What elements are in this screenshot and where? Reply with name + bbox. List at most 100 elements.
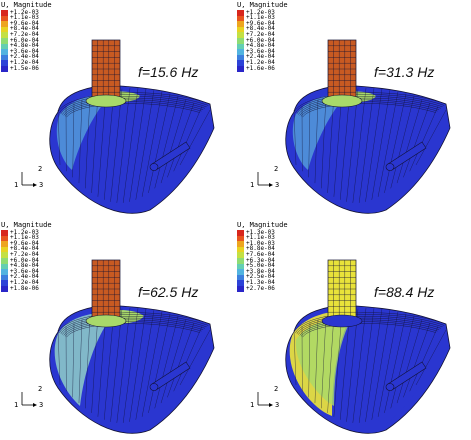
- mesh-line: [339, 89, 351, 200]
- mesh-line: [314, 319, 319, 404]
- legend-swatch: [237, 269, 244, 275]
- mesh-line: [308, 322, 311, 398]
- mesh-line: [377, 311, 399, 417]
- rod-base-collar: [321, 94, 363, 108]
- mesh-line: [173, 326, 203, 392]
- legend-value: +7.6e-04: [246, 251, 275, 259]
- axis-label-2: 2: [274, 385, 279, 393]
- mesh-line: [154, 96, 179, 189]
- mesh-line: [122, 88, 139, 203]
- mesh-line: [167, 102, 195, 178]
- axis-label-1: 1: [14, 401, 19, 409]
- legend-value: +1.1e-03: [10, 14, 39, 22]
- mesh-line: [293, 329, 297, 386]
- legend-value: +7.2e-04: [10, 251, 39, 259]
- mesh-line: [415, 109, 447, 166]
- mesh-line: [352, 88, 367, 203]
- legend-value: +1.2e-04: [10, 59, 39, 67]
- legend-swatch: [237, 15, 244, 22]
- axis-label-3: 3: [39, 181, 44, 189]
- legend-value: +1.2e-04: [246, 59, 275, 67]
- mesh-line: [384, 93, 407, 194]
- side-cylinder-end: [149, 163, 159, 171]
- legend-value: +1.1e-03: [246, 234, 275, 242]
- legend-value: +5.0e-04: [246, 262, 275, 270]
- legend-swatch: [1, 49, 8, 55]
- legend-swatch: [1, 263, 8, 270]
- mesh-line: [135, 309, 155, 420]
- axis-label-3: 3: [275, 401, 280, 409]
- legend-value: +3.8e-04: [246, 267, 275, 275]
- legend-swatch: [1, 235, 8, 242]
- legend-swatch: [1, 21, 8, 27]
- legend-swatch: [1, 32, 8, 38]
- legend-value: +2.5e-04: [246, 273, 275, 281]
- fem-model: [21, 39, 215, 214]
- legend-value: +1.2e-03: [246, 8, 275, 16]
- legend-value: +6.0e-04: [246, 36, 275, 44]
- legend-value: +1.1e-03: [10, 234, 39, 242]
- mesh-line: [110, 308, 123, 422]
- legend-swatch: [1, 246, 8, 253]
- mesh-line: [141, 311, 163, 417]
- mesh-line: [85, 96, 91, 189]
- legend-value: +1.2e-03: [10, 228, 39, 236]
- legend-swatch: [237, 10, 244, 16]
- panel-frequency-15-6: U, Magnitude +1.2e-03 +1.1e-03 +9.6e-04 +8.4…: [0, 0, 235, 220]
- legend-swatch: [237, 246, 244, 253]
- mesh-line: [97, 91, 107, 197]
- legend-value: +9.6e-04: [10, 239, 39, 247]
- legend-swatch: [237, 49, 244, 55]
- axis-arrow: [33, 403, 37, 407]
- axis-label-3: 3: [275, 181, 280, 189]
- side-cylinder-end: [385, 383, 395, 391]
- rod-base-collar: [85, 314, 127, 328]
- panel-frequency-31-3: U, Magnitude +1.2e-03 +1.1e-03 +9.6e-04 +8.4…: [236, 0, 471, 220]
- legend-swatch: [237, 235, 244, 242]
- legend-value: +3.6e-04: [10, 47, 39, 55]
- mesh-line: [160, 99, 187, 184]
- legend-swatch: [237, 263, 244, 270]
- legend-swatch: [237, 252, 244, 258]
- legend-value: +1.1e-03: [246, 14, 275, 22]
- legend-value: +2.4e-04: [10, 273, 39, 281]
- frequency-label: f=62.5 Hz: [138, 284, 199, 300]
- legend-value: +7.2e-04: [246, 31, 275, 39]
- mesh-line: [91, 313, 99, 413]
- legend-swatch: [237, 37, 244, 44]
- axis-label-2: 2: [38, 165, 43, 173]
- legend-value: +2.4e-04: [246, 53, 275, 61]
- axis-label-1: 1: [14, 181, 19, 189]
- axis-label-2: 2: [38, 385, 43, 393]
- mesh-line: [293, 109, 297, 166]
- mesh-line: [396, 319, 423, 404]
- axis-arrow: [33, 183, 37, 187]
- axis-label-2: 2: [274, 165, 279, 173]
- mesh-line: [339, 309, 351, 420]
- legend-value: +1.5e-06: [10, 64, 39, 72]
- legend-swatch: [1, 285, 8, 292]
- legend-value: +2.4e-04: [10, 53, 39, 61]
- mesh-line: [409, 326, 439, 392]
- legend-title: U, Magnitude: [237, 221, 288, 229]
- legend-value: +2.7e-06: [246, 284, 275, 292]
- mesh-line: [371, 309, 391, 420]
- mesh-line: [116, 88, 131, 203]
- legend-value: +7.2e-04: [10, 31, 39, 39]
- mesh-line: [352, 308, 367, 423]
- mesh-line: [314, 99, 319, 184]
- axis-label-1: 1: [250, 401, 255, 409]
- fem-model: [21, 259, 215, 434]
- mesh-line: [57, 329, 61, 386]
- legend-swatch: [1, 274, 8, 281]
- legend-value: +4.8e-04: [10, 262, 39, 270]
- mesh-line: [78, 99, 83, 184]
- mesh-line: [135, 89, 155, 200]
- legend-value: +6.3e-04: [246, 256, 275, 264]
- fem-model: [257, 259, 451, 434]
- mesh-line: [396, 99, 423, 184]
- legend-swatch: [237, 26, 244, 33]
- mesh-line: [116, 308, 131, 423]
- axis-label-1: 1: [250, 181, 255, 189]
- mesh-line: [365, 88, 383, 202]
